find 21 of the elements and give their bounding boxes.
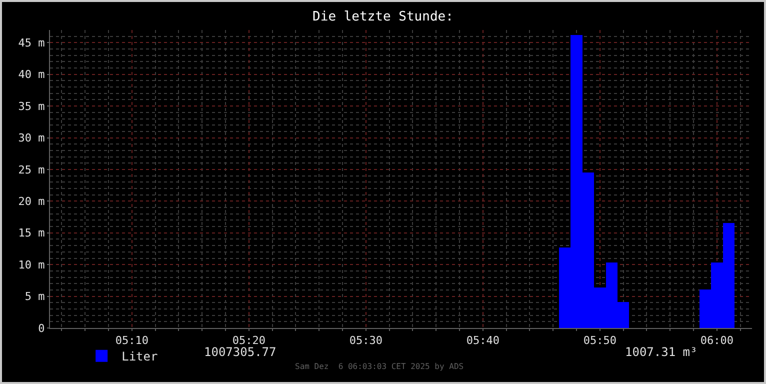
x-tick-label: 05:50	[583, 334, 616, 348]
x-tick-label: 05:40	[466, 334, 500, 348]
text: 1007.31 m³	[625, 345, 698, 359]
x-tick-label: 05:20	[232, 334, 266, 348]
text: Sam Dez 6 06:03:03 CET 2025 by ADS	[295, 362, 464, 371]
y-tick-label: 5 m	[24, 290, 46, 304]
y-tick-label: 40 m	[18, 68, 46, 82]
x-tick-label: 05:30	[349, 334, 382, 348]
x-tick-label: 05:10	[115, 334, 148, 348]
y-tick-label: 35 m	[18, 100, 46, 113]
y-tick-label: 15 m	[18, 226, 46, 240]
y-tick-label: 20 m	[18, 195, 46, 208]
text: 1007305.77	[204, 345, 276, 359]
y-tick-label: 45 m	[18, 36, 46, 50]
y-tick-label: 30 m	[18, 132, 46, 145]
y-tick-label: 25 m	[18, 163, 46, 176]
legend-label: Liter	[122, 350, 158, 364]
x-tick-label: 06:00	[700, 334, 734, 348]
y-tick-label: 0	[38, 322, 45, 335]
chart-title: Die letzte Stunde:	[312, 10, 454, 25]
y-tick-label: 10 m	[18, 258, 46, 272]
